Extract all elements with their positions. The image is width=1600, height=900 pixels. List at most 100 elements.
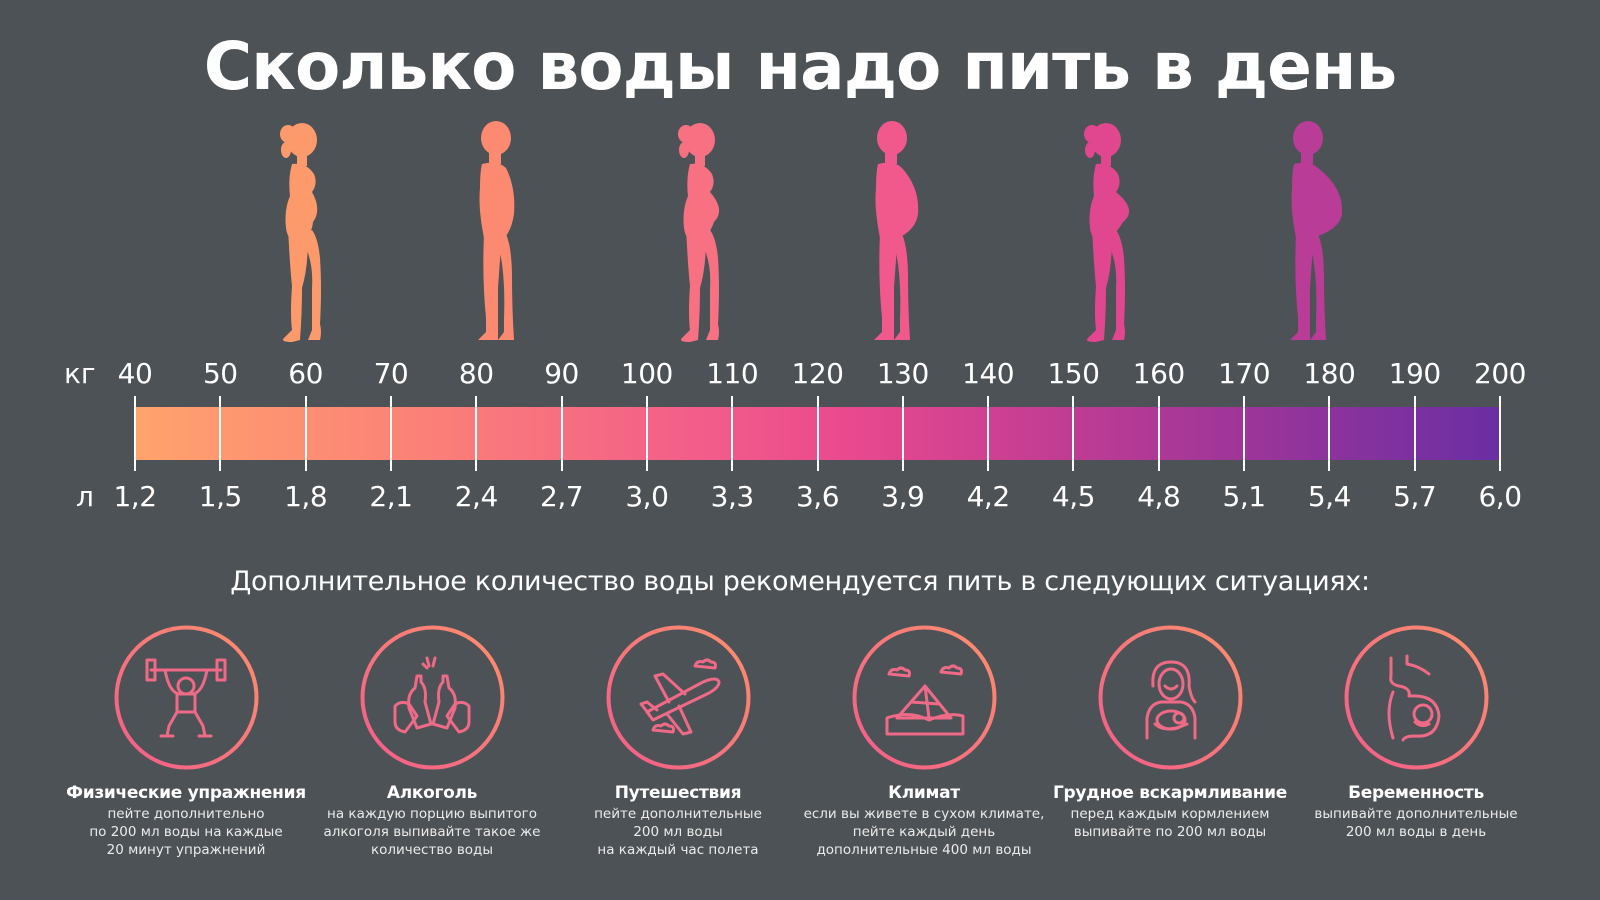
- liters-tick-label: 5,4: [1307, 480, 1352, 513]
- weight-tick-label: 60: [288, 357, 323, 390]
- situation-description-line: дополнительные 400 мл воды: [816, 842, 1032, 858]
- weight-tick-label: 140: [962, 357, 1015, 390]
- liters-tick-label: 4,5: [1051, 480, 1096, 513]
- liters-tick-label: 4,2: [966, 480, 1011, 513]
- situation-description: перед каждым кормлением выпивайте по 200 …: [1047, 805, 1293, 841]
- weight-tick-label: 190: [1388, 357, 1441, 390]
- situation-description-line: выпивайте по 200 мл воды: [1073, 824, 1267, 840]
- situation-description: выпивайте дополнительные 200 мл воды в де…: [1293, 805, 1539, 841]
- scale-tick: [1157, 396, 1160, 471]
- situation-description-line: на каждую порцию выпитого: [327, 806, 537, 822]
- scale-tick: [475, 396, 478, 471]
- desert-pyramid-icon: [879, 652, 969, 742]
- situation-card: Алкоголь на каждую порцию выпитого алкогол…: [309, 625, 555, 859]
- scale-tick: [389, 396, 392, 471]
- situation-description-line: пейте каждый день: [852, 824, 996, 840]
- scale-tick: [1413, 396, 1416, 471]
- situation-description: пейте дополнительно по 200 мл воды на каж…: [63, 805, 309, 859]
- scale-tick: [304, 396, 307, 471]
- scale-tick: [1499, 396, 1501, 471]
- liters-tick-label: 3,0: [625, 480, 669, 513]
- weight-tick-label: 160: [1132, 357, 1185, 390]
- scale-tick: [1243, 396, 1246, 471]
- situation-circle: [1098, 625, 1243, 770]
- situation-title: Беременность: [1348, 783, 1484, 803]
- situation-description-line: 20 минут упражнений: [106, 842, 266, 858]
- situation-circle: [360, 625, 505, 770]
- situation-card: Путешествия пейте дополнительные 200 мл во…: [555, 625, 801, 859]
- situation-card: Беременность выпивайте дополнительные 200 …: [1293, 625, 1539, 841]
- situation-description-line: перед каждым кормлением: [1070, 806, 1270, 822]
- weight-tick-label: 120: [791, 357, 844, 390]
- liters-tick-label: 1,2: [113, 480, 157, 513]
- situation-description-line: пейте дополнительно: [107, 806, 265, 822]
- situation-description-line: если вы живете в сухом климате,: [803, 806, 1045, 822]
- scale-tick: [645, 396, 648, 471]
- situation-description: пейте дополнительные 200 мл воды на каждый…: [555, 805, 801, 859]
- weight-tick-label: 80: [458, 357, 494, 390]
- situations-subtitle: Дополнительное количество воды рекоменду…: [230, 566, 1370, 597]
- situation-circle: [1344, 625, 1489, 770]
- weight-tick-label: 130: [876, 357, 929, 390]
- situation-card: Грудное вскармливание перед каждым кормле…: [1047, 625, 1293, 841]
- man-silhouette-heavy-icon: [1270, 118, 1350, 346]
- situation-title: Физические упражнения: [66, 783, 306, 803]
- scale-tick: [219, 396, 222, 471]
- situation-circle: [852, 625, 997, 770]
- weight-tick-label: 90: [544, 357, 579, 390]
- scale-tick: [731, 396, 734, 471]
- situation-description: если вы живете в сухом климате, пейте каж…: [801, 805, 1047, 859]
- weight-tick-label: 200: [1474, 357, 1526, 390]
- situation-title: Алкоголь: [386, 783, 478, 803]
- scale-tick: [816, 396, 819, 471]
- situation-title: Путешествия: [614, 783, 742, 803]
- situation-description-line: по 200 мл воды на каждые: [89, 824, 283, 840]
- woman-silhouette-medium-icon: [660, 118, 740, 346]
- situation-description-line: выпивайте дополнительные: [1314, 806, 1518, 822]
- airplane-icon: [633, 652, 723, 742]
- scale-tick: [560, 396, 563, 471]
- liters-tick-label: 2,1: [369, 480, 413, 513]
- situation-card: Физические упражнения пейте дополнительно…: [63, 625, 309, 859]
- liters-tick-label: 2,4: [454, 480, 499, 513]
- scale-tick: [1328, 396, 1331, 471]
- breastfeeding-icon: [1125, 652, 1215, 742]
- liters-tick-label: 5,1: [1222, 480, 1267, 513]
- situation-description-line: 200 мл воды: [633, 824, 723, 840]
- liters-tick-label: 1,8: [284, 480, 328, 513]
- weight-tick-label: 100: [620, 357, 673, 390]
- liters-tick-label: 3,9: [881, 480, 925, 513]
- scale-tick: [1072, 396, 1075, 471]
- situation-description-line: пейте дополнительные: [594, 806, 762, 822]
- page-title: Сколько воды надо пить в день: [203, 28, 1398, 105]
- liters-tick-label: 4,8: [1137, 480, 1181, 513]
- liters-tick-label: 6,0: [1478, 480, 1522, 513]
- situation-description-line: на каждый час полета: [597, 842, 759, 858]
- situation-description-line: 200 мл воды в день: [1345, 824, 1487, 840]
- situation-description-line: количество воды: [370, 842, 494, 858]
- liters-tick-label: 3,6: [795, 480, 840, 513]
- scale-tick: [987, 396, 990, 471]
- weight-tick-label: 110: [706, 357, 759, 390]
- weight-tick-label: 40: [117, 357, 153, 390]
- situation-description: на каждую порцию выпитого алкоголя выпива…: [309, 805, 555, 859]
- weight-tick-label: 170: [1218, 357, 1271, 390]
- liters-tick-label: 3,3: [710, 480, 755, 513]
- volume-unit-label: л: [76, 480, 94, 513]
- man-silhouette-medium-icon: [854, 118, 934, 346]
- weight-tick-label: 150: [1047, 357, 1100, 390]
- weight-unit-label: кг: [64, 357, 96, 390]
- situation-description-line: алкоголя выпивайте такое же: [323, 824, 541, 840]
- weight-tick-label: 180: [1303, 357, 1356, 390]
- situation-circle: [606, 625, 751, 770]
- pregnancy-icon: [1371, 652, 1461, 742]
- beer-toast-icon: [387, 652, 477, 742]
- weightlifting-icon: [141, 652, 231, 742]
- liters-tick-label: 2,7: [540, 480, 584, 513]
- weight-tick-label: 50: [202, 357, 238, 390]
- situation-card: Климат если вы живете в сухом климате, пей…: [801, 625, 1047, 859]
- woman-silhouette-slim-icon: [262, 118, 342, 346]
- woman-silhouette-heavy-icon: [1066, 118, 1146, 346]
- man-silhouette-slim-icon: [458, 118, 538, 346]
- situation-title: Климат: [888, 783, 960, 803]
